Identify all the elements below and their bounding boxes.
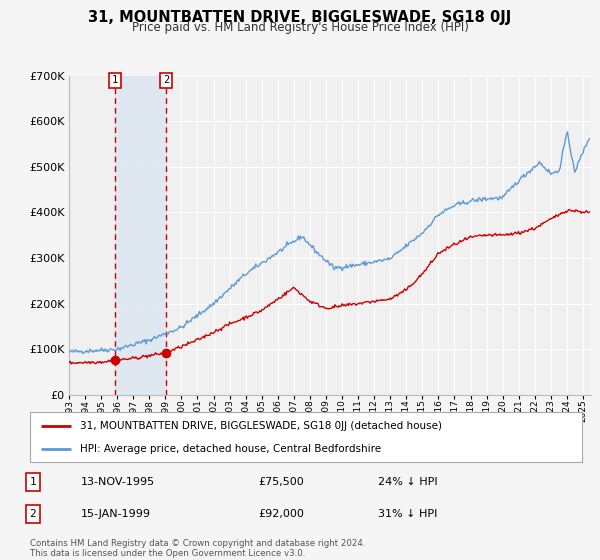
Text: 2025: 2025 [578, 399, 587, 422]
Text: 2021: 2021 [514, 399, 523, 422]
Text: 1994: 1994 [80, 399, 89, 422]
Text: 13-NOV-1995: 13-NOV-1995 [81, 477, 155, 487]
Text: 1998: 1998 [145, 399, 154, 422]
Text: 2000: 2000 [177, 399, 186, 422]
Text: 2004: 2004 [241, 399, 250, 422]
Text: 2022: 2022 [530, 399, 539, 422]
Text: 2: 2 [163, 75, 169, 85]
Text: 1997: 1997 [129, 399, 138, 422]
Text: £92,000: £92,000 [258, 509, 304, 519]
Bar [69, 76, 115, 395]
Text: 2002: 2002 [209, 399, 218, 422]
Text: 15-JAN-1999: 15-JAN-1999 [81, 509, 151, 519]
Text: 2: 2 [29, 509, 37, 519]
Text: 2013: 2013 [386, 399, 395, 422]
Text: 2007: 2007 [289, 399, 298, 422]
Text: 2020: 2020 [498, 399, 507, 422]
Text: 1995: 1995 [97, 399, 106, 422]
Text: 2012: 2012 [370, 399, 379, 422]
Text: 2003: 2003 [225, 399, 234, 422]
Text: £75,500: £75,500 [258, 477, 304, 487]
Text: 1999: 1999 [161, 399, 170, 422]
Text: This data is licensed under the Open Government Licence v3.0.: This data is licensed under the Open Gov… [30, 549, 305, 558]
Text: 2016: 2016 [434, 399, 443, 422]
Text: 2015: 2015 [418, 399, 427, 422]
Text: 2018: 2018 [466, 399, 475, 422]
Text: 1: 1 [29, 477, 37, 487]
Text: 2001: 2001 [193, 399, 202, 422]
Text: 31, MOUNTBATTEN DRIVE, BIGGLESWADE, SG18 0JJ: 31, MOUNTBATTEN DRIVE, BIGGLESWADE, SG18… [88, 10, 512, 25]
Text: 2008: 2008 [305, 399, 314, 422]
Bar [115, 76, 166, 395]
Text: 2014: 2014 [402, 399, 411, 422]
Text: 2005: 2005 [257, 399, 266, 422]
Text: 2024: 2024 [562, 399, 571, 422]
Text: Contains HM Land Registry data © Crown copyright and database right 2024.: Contains HM Land Registry data © Crown c… [30, 539, 365, 548]
Text: 1: 1 [112, 75, 118, 85]
Text: Price paid vs. HM Land Registry's House Price Index (HPI): Price paid vs. HM Land Registry's House … [131, 21, 469, 34]
Text: 24% ↓ HPI: 24% ↓ HPI [378, 477, 437, 487]
Text: 2017: 2017 [450, 399, 459, 422]
Text: 2019: 2019 [482, 399, 491, 422]
Text: 2006: 2006 [273, 399, 282, 422]
Text: 2010: 2010 [338, 399, 347, 422]
Text: HPI: Average price, detached house, Central Bedfordshire: HPI: Average price, detached house, Cent… [80, 445, 381, 454]
Text: 2009: 2009 [322, 399, 331, 422]
Text: 31% ↓ HPI: 31% ↓ HPI [378, 509, 437, 519]
Text: 1993: 1993 [64, 399, 73, 422]
Text: 2023: 2023 [547, 399, 556, 422]
Text: 31, MOUNTBATTEN DRIVE, BIGGLESWADE, SG18 0JJ (detached house): 31, MOUNTBATTEN DRIVE, BIGGLESWADE, SG18… [80, 421, 442, 431]
Text: 2011: 2011 [353, 399, 362, 422]
Text: 1996: 1996 [113, 399, 122, 422]
